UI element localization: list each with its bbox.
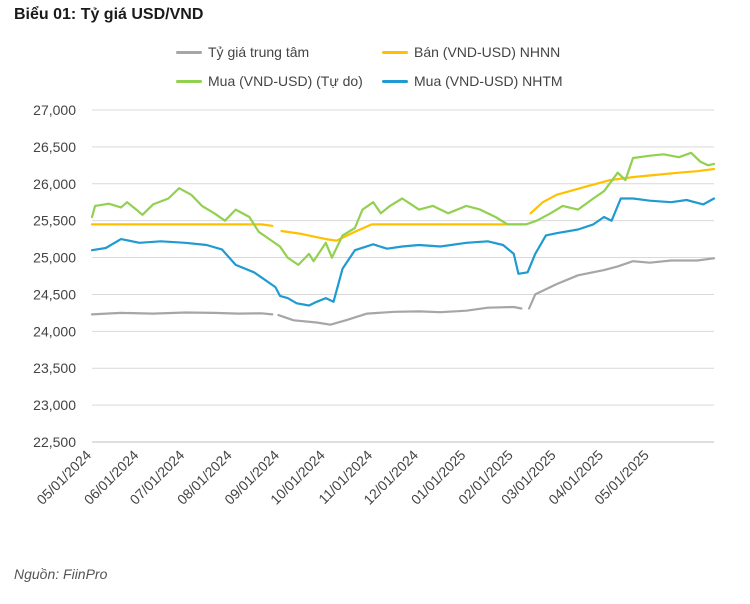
legend-item-central-rate: Tỷ giá trung tâm [176,44,309,60]
line-chart: 22,500 23,000 23,500 24,000 24,500 25,000 25,5… [33,102,716,508]
gridlines [92,109,714,443]
chart-title: Biểu 01: Tỷ giá USD/VND [14,6,204,23]
series-lines [90,151,716,326]
source-note: Nguồn: FiinPro [14,566,108,582]
legend-swatch-free-market-buy [176,79,202,83]
y-tick-label: 26,000 [33,176,76,192]
legend-swatch-commercial-bank-buy [382,79,408,83]
y-tick-label: 22,500 [33,434,76,450]
x-axis-ticks: 05/01/202406/01/202407/01/202408/01/2024… [33,447,652,508]
y-tick-label: 23,500 [33,360,76,376]
legend-item-sbv-sell: Bán (VND-USD) NHNN [382,44,560,60]
legend-label-sbv-sell: Bán (VND-USD) NHNN [414,44,561,60]
series-line-2 [90,151,716,266]
legend-label-central-rate: Tỷ giá trung tâm [208,44,310,60]
y-tick-label: 25,500 [33,213,76,229]
y-tick-label: 24,000 [33,323,76,339]
y-axis-ticks: 22,500 23,000 23,500 24,000 24,500 25,000 25,5… [33,102,76,450]
legend-label-commercial-bank-buy: Mua (VND-USD) NHTM [414,73,563,89]
y-tick-label: 26,500 [33,139,76,155]
legend-swatch-central-rate [176,50,202,54]
y-tick-label: 25,000 [33,250,76,266]
y-tick-label: 24,500 [33,286,76,302]
y-tick-label: 23,000 [33,397,76,413]
series-line-0 [90,257,716,326]
series-line-1 [90,167,716,242]
y-tick-label: 27,000 [33,102,76,118]
legend-item-free-market-buy: Mua (VND-USD) (Tự do) [176,73,363,89]
legend-item-commercial-bank-buy: Mua (VND-USD) NHTM [382,73,563,89]
legend-swatch-sbv-sell [382,50,408,54]
series-line-3 [90,197,716,307]
legend-label-free-market-buy: Mua (VND-USD) (Tự do) [208,73,363,89]
